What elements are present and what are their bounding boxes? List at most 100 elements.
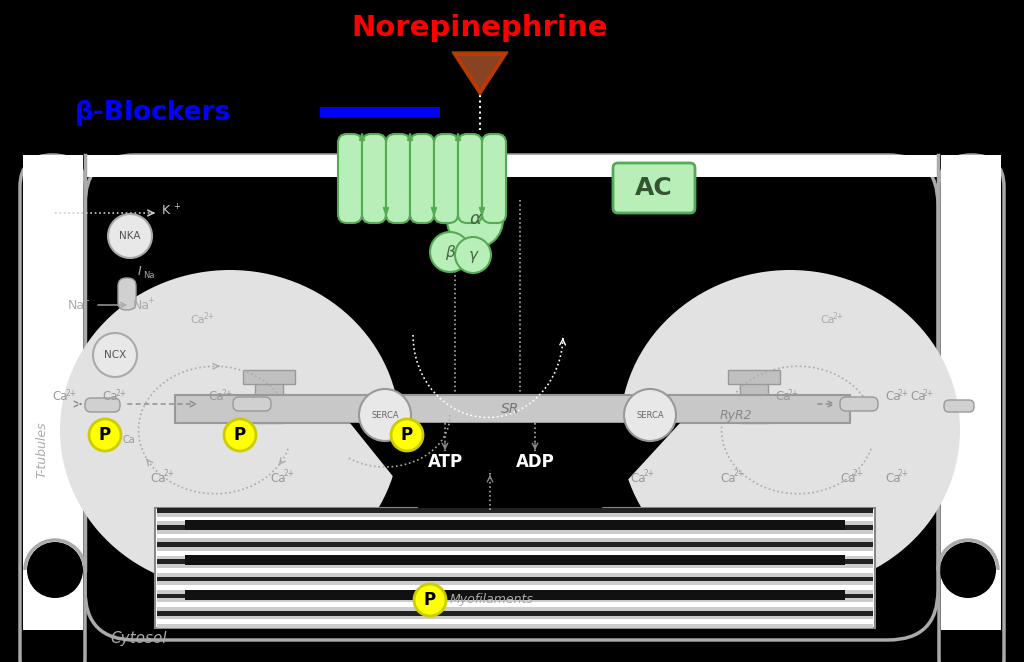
Bar — [243, 370, 295, 384]
Text: +: + — [147, 295, 154, 305]
Bar — [157, 555, 873, 559]
Bar — [941, 155, 1001, 630]
Text: 2+: 2+ — [853, 469, 864, 479]
Bar — [255, 375, 283, 423]
Text: T-tubules: T-tubules — [36, 422, 48, 479]
Text: Norepinephrine: Norepinephrine — [352, 14, 608, 42]
Ellipse shape — [60, 270, 400, 590]
FancyBboxPatch shape — [840, 397, 878, 411]
Text: 2+: 2+ — [115, 389, 126, 397]
Text: I: I — [138, 265, 141, 277]
Circle shape — [624, 389, 676, 441]
Text: ADP: ADP — [516, 453, 554, 471]
FancyBboxPatch shape — [458, 134, 482, 223]
Circle shape — [447, 192, 503, 248]
FancyBboxPatch shape — [118, 278, 136, 310]
Text: 2+: 2+ — [221, 389, 232, 397]
Bar — [157, 564, 873, 568]
Text: NCX: NCX — [103, 350, 126, 360]
Bar — [157, 508, 873, 512]
Text: Ca: Ca — [630, 471, 645, 485]
Text: NKA: NKA — [119, 231, 140, 241]
FancyBboxPatch shape — [410, 134, 434, 223]
Text: Ca: Ca — [208, 391, 223, 404]
Bar — [321, 107, 440, 117]
Bar — [157, 581, 873, 585]
Text: α: α — [469, 210, 481, 228]
Text: Ca: Ca — [720, 471, 735, 485]
Bar — [728, 370, 780, 384]
FancyBboxPatch shape — [386, 134, 410, 223]
Circle shape — [391, 419, 423, 451]
Bar — [185, 590, 845, 600]
Text: Ca: Ca — [885, 391, 900, 404]
Bar — [157, 573, 873, 577]
Bar — [157, 534, 873, 538]
Text: β: β — [445, 244, 455, 260]
FancyBboxPatch shape — [85, 155, 938, 640]
FancyBboxPatch shape — [362, 134, 386, 223]
Bar — [157, 607, 873, 611]
Bar — [157, 551, 873, 555]
Text: 2+: 2+ — [898, 389, 909, 397]
Text: Na: Na — [133, 299, 151, 312]
Circle shape — [108, 214, 152, 258]
Text: Ca: Ca — [910, 391, 926, 404]
Bar — [23, 155, 83, 630]
Text: 2+: 2+ — [733, 469, 744, 479]
Circle shape — [89, 419, 121, 451]
Text: Ca: Ca — [122, 435, 135, 445]
Text: 2+: 2+ — [923, 389, 934, 397]
Ellipse shape — [620, 270, 959, 590]
Bar — [157, 585, 873, 590]
Circle shape — [359, 389, 411, 441]
Bar — [157, 577, 873, 581]
Text: 2+: 2+ — [643, 469, 654, 479]
FancyBboxPatch shape — [482, 134, 506, 223]
FancyBboxPatch shape — [944, 400, 974, 412]
Text: Ca: Ca — [102, 391, 118, 404]
Circle shape — [455, 237, 490, 273]
Text: 2+: 2+ — [163, 469, 174, 479]
Polygon shape — [458, 56, 502, 89]
Text: 2+: 2+ — [203, 312, 214, 320]
Text: +: + — [82, 295, 89, 305]
Text: Na: Na — [143, 271, 155, 279]
Bar — [157, 521, 873, 525]
Bar — [157, 538, 873, 542]
Text: β-Blockers: β-Blockers — [75, 100, 231, 126]
Text: P: P — [233, 426, 246, 444]
FancyBboxPatch shape — [233, 397, 271, 411]
Circle shape — [93, 333, 137, 377]
Text: +: + — [173, 201, 180, 211]
Bar — [185, 555, 845, 565]
Text: P: P — [424, 591, 436, 609]
FancyBboxPatch shape — [613, 163, 695, 213]
FancyBboxPatch shape — [20, 155, 85, 662]
Text: 2+: 2+ — [65, 389, 76, 397]
Bar — [185, 520, 845, 530]
Ellipse shape — [940, 542, 996, 598]
Text: Cytosol: Cytosol — [110, 630, 167, 645]
Bar — [157, 547, 873, 551]
Bar — [85, 155, 938, 177]
Circle shape — [224, 419, 256, 451]
Text: Na: Na — [68, 299, 85, 312]
Text: 2+: 2+ — [283, 469, 294, 479]
Text: SR: SR — [501, 402, 519, 416]
Bar — [157, 594, 873, 598]
Text: P: P — [99, 426, 111, 444]
Circle shape — [430, 232, 470, 272]
FancyBboxPatch shape — [434, 134, 458, 223]
Text: K: K — [162, 203, 170, 216]
Polygon shape — [452, 52, 508, 95]
Text: P: P — [401, 426, 413, 444]
Bar — [157, 512, 873, 516]
FancyBboxPatch shape — [939, 155, 1004, 662]
Polygon shape — [350, 423, 680, 510]
Text: Ca: Ca — [775, 391, 791, 404]
Text: RyR2: RyR2 — [720, 408, 753, 422]
Text: Ca: Ca — [52, 391, 68, 404]
Text: Ca: Ca — [270, 471, 286, 485]
Text: Myofilaments: Myofilaments — [450, 594, 534, 606]
